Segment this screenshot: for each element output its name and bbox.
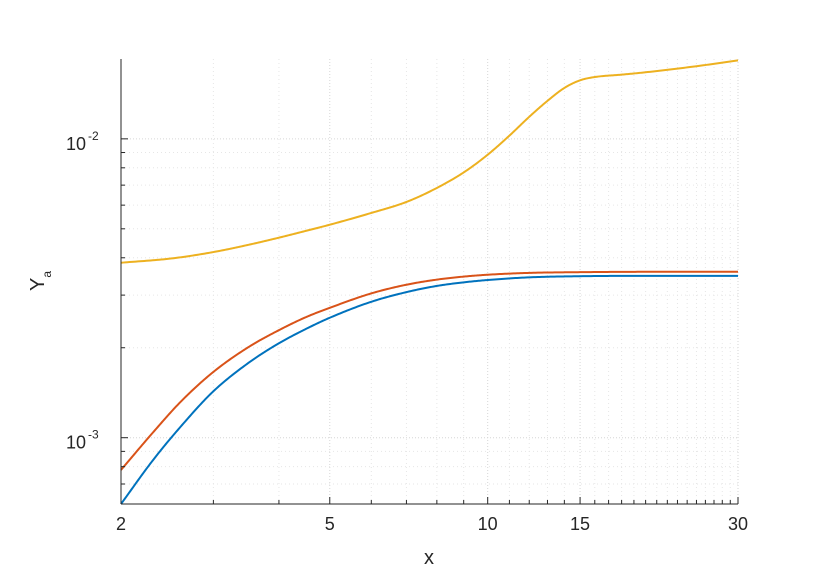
y-axis-label-subscript: a xyxy=(40,271,54,278)
y-tick-label: 10 -2 xyxy=(66,129,99,154)
y-tick-label-exponent: -2 xyxy=(88,129,99,143)
series-line-1 xyxy=(120,274,738,505)
x-tick-label: 2 xyxy=(116,514,126,534)
y-tick-label: 10 -3 xyxy=(66,428,99,453)
y-axis-label-base: Y xyxy=(27,278,49,291)
series-lines xyxy=(120,59,739,505)
x-axis-label: x xyxy=(424,547,434,569)
grid xyxy=(120,59,739,505)
ticks xyxy=(120,138,739,505)
x-tick-label: 30 xyxy=(728,514,748,534)
x-tick-label: 15 xyxy=(570,514,590,534)
x-tick-label: 10 xyxy=(478,514,498,534)
y-axis-label: Ya xyxy=(27,271,54,291)
series-line-2 xyxy=(120,270,738,471)
axes xyxy=(120,59,738,505)
series-line-3 xyxy=(120,59,739,264)
y-tick-label-base: 10 xyxy=(66,433,86,453)
y-tick-label-exponent: -3 xyxy=(88,428,99,442)
y-tick-label-base: 10 xyxy=(66,134,86,154)
x-tick-label: 5 xyxy=(325,514,335,534)
